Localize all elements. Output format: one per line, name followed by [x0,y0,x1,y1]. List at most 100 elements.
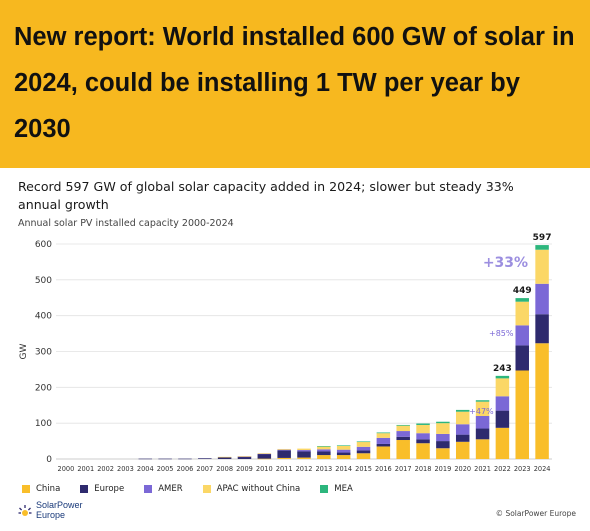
bar-segment-amer [336,449,351,453]
bar-segment-china [475,439,490,459]
legend-label: APAC without China [216,484,301,494]
x-tick-label: 2021 [474,465,491,473]
bar-segment-china [455,441,470,459]
y-axis-label: GW [19,343,29,359]
bar-segment-china [436,448,450,459]
chart-legend: China Europe AMER APAC without China MEA [22,482,373,496]
legend-swatch [320,485,329,493]
bar-total-label: 449 [513,286,532,296]
bar-segment-china [495,427,510,459]
x-tick-label: 2001 [77,465,94,473]
bar-segment-apac-without-china [416,424,430,434]
bar-segment-apac-without-china [356,441,371,447]
copyright: © SolarPower Europe [495,509,576,518]
x-tick-label: 2024 [534,465,551,473]
legend-item: MEA [320,484,353,494]
bar-segment-mea [376,432,391,434]
x-tick-label: 2022 [494,465,511,473]
bar-segment-europe [535,314,549,344]
bar-segment-apac-without-china [495,378,510,397]
bar-segment-europe [237,456,252,459]
headline: New report: World installed 600 GW of so… [14,23,575,143]
chart-subtitle: Annual solar PV installed capacity 2000-… [18,218,234,229]
legend-swatch [22,485,30,493]
x-tick-label: 2006 [177,465,194,473]
bar-segment-europe [336,452,351,456]
x-tick-label: 2003 [117,465,134,473]
bar-segment-europe [436,441,450,449]
bar-segment-europe [138,458,153,460]
bar-segment-amer [356,446,371,451]
bar-segment-apac-without-china [257,453,272,454]
bar-segment-europe [416,439,430,444]
bar-segment-mea [396,424,410,426]
x-tick-label: 2016 [375,465,392,473]
bar-segment-china [257,458,272,460]
bar-segment-europe [356,450,371,454]
bar-segment-apac-without-china [277,448,291,450]
y-tick-label: 400 [35,312,52,322]
bar-segment-europe [297,451,311,458]
bar-segment-apac-without-china [455,411,470,425]
bar-segment-china [396,440,410,459]
bar-segment-amer [416,433,430,440]
bar-segment-amer [257,453,272,455]
x-tick-label: 2007 [196,465,213,473]
x-tick-label: 2000 [58,465,75,473]
bar-segment-amer [237,456,252,458]
bar-segment-amer [297,450,311,452]
bar-segment-mea [317,446,331,447]
bar-segment-europe [376,443,391,447]
bar-segment-apac-without-china [475,401,490,416]
bar-segment-apac-without-china [237,456,252,457]
bar-segment-mea [336,445,351,446]
bar-segment-europe [198,458,212,459]
bar-segment-china [376,446,391,459]
legend-swatch [202,485,211,493]
legend-swatch [80,485,89,493]
bar-segment-china [336,455,351,459]
legend-item: APAC without China [202,484,301,494]
y-tick-label: 200 [35,383,52,393]
bar-segment-china [277,457,291,459]
bar-segment-europe [277,450,291,458]
bar-segment-china [297,457,311,459]
bar-segment-mea [495,375,510,379]
legend-item: AMER [144,484,183,494]
bar-segment-europe [178,458,192,460]
x-tick-label: 2002 [97,465,114,473]
x-tick-label: 2018 [415,465,432,473]
chart-title: Record 597 GW of global solar capacity a… [18,179,514,212]
bar-segment-amer [396,431,410,437]
growth-annotation: +47% [469,407,494,416]
x-tick-label: 2023 [514,465,531,473]
bar-segment-europe [495,410,510,428]
bar-segment-europe [158,458,172,460]
bar-segment-amer [277,449,291,451]
legend-item: Europe [80,484,124,494]
x-tick-label: 2019 [434,465,451,473]
x-tick-label: 2011 [276,465,293,473]
bar-segment-amer [495,396,510,411]
bar-segment-amer [475,416,490,429]
x-tick-label: 2014 [335,465,352,473]
bar-segment-china [416,443,430,459]
x-tick-label: 2017 [395,465,412,473]
x-tick-label: 2013 [315,465,332,473]
bar-segment-apac-without-china [336,445,351,450]
bar-segment-apac-without-china [396,425,410,432]
y-tick-label: 0 [46,455,52,465]
x-tick-label: 2012 [296,465,313,473]
x-tick-label: 2015 [355,465,372,473]
bar-segment-mea [475,400,490,402]
bar-segment-mea [356,441,371,443]
bar-segment-europe [475,428,490,440]
brand-logo: SolarPower Europe [18,500,96,520]
bar-segment-apac-without-china [436,423,450,434]
bar-segment-europe [515,345,529,371]
bar-segment-amer [376,437,391,444]
bar-segment-mea [436,421,450,424]
bar-segment-amer [535,283,549,315]
x-tick-label: 2009 [236,465,253,473]
